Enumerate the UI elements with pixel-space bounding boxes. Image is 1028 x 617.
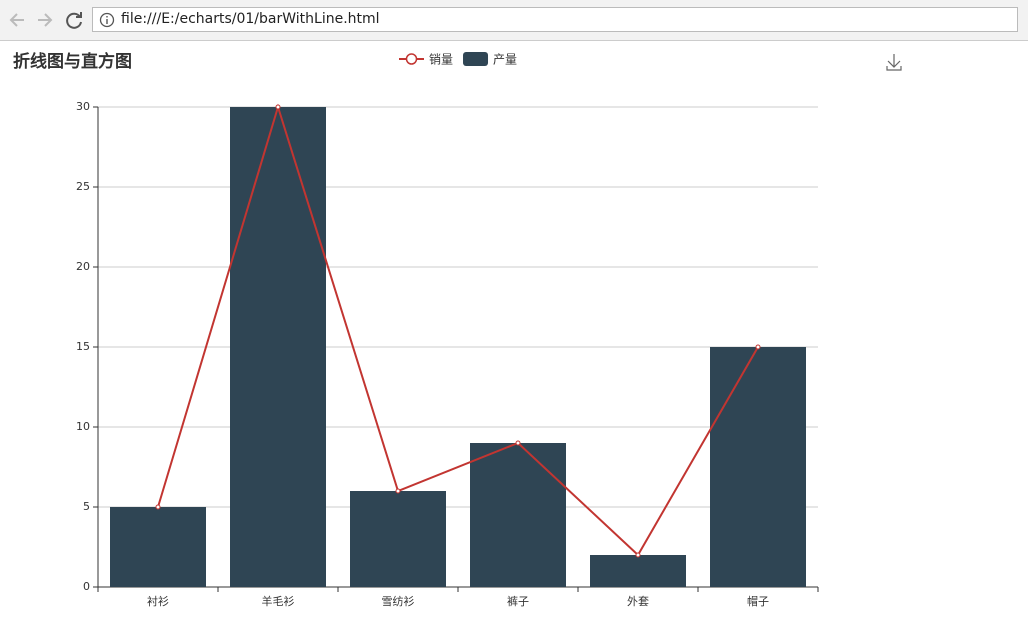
x-tick-label: 衬衫 bbox=[147, 595, 169, 608]
bar bbox=[110, 507, 206, 587]
x-tick-label: 外套 bbox=[627, 595, 649, 608]
chart: 折线图与直方图 0 5 10 15 20 25 30 衬衫 羊毛衫 雪纺衫 裤子 外套 帽子 销量 产量 bbox=[13, 51, 902, 608]
url: file:///E:/echarts/01/barWithLine.html bbox=[121, 11, 380, 27]
line bbox=[157, 103, 759, 557]
browser-toolbar: file:///E:/echarts/01/barWithLine.html bbox=[0, 0, 1028, 41]
bar bbox=[710, 347, 806, 587]
legend-label[interactable]: 销量 bbox=[429, 53, 453, 67]
y-tick-label: 20 bbox=[76, 260, 90, 273]
y-tick-label: 0 bbox=[83, 580, 90, 593]
x-tick-label: 羊毛衫 bbox=[262, 594, 295, 608]
bar bbox=[230, 107, 326, 587]
legend-symbol[interactable] bbox=[405, 53, 418, 65]
bar bbox=[470, 443, 566, 587]
point bbox=[635, 552, 641, 558]
bar bbox=[350, 491, 446, 587]
y-tick-label: 25 bbox=[76, 180, 90, 193]
chart-title: 折线图与直方图 bbox=[13, 51, 132, 72]
nav-buttons bbox=[9, 12, 82, 29]
y-tick-label: 10 bbox=[76, 420, 90, 433]
y-tick-label: 5 bbox=[83, 500, 90, 513]
y-tick-label: 30 bbox=[76, 100, 90, 113]
forward-button[interactable] bbox=[38, 13, 53, 27]
point bbox=[395, 488, 401, 494]
reload-button[interactable] bbox=[66, 12, 82, 29]
bar bbox=[590, 555, 686, 587]
point bbox=[515, 440, 521, 446]
y-tick-label: 15 bbox=[76, 340, 90, 353]
back-button[interactable] bbox=[9, 13, 24, 27]
address-bar[interactable]: file:///E:/echarts/01/barWithLine.html bbox=[92, 7, 1018, 32]
x-tick-label: 帽子 bbox=[747, 595, 769, 608]
x-tick-label: 裤子 bbox=[507, 594, 529, 608]
point bbox=[275, 104, 281, 110]
legend-label[interactable]: 产量 bbox=[493, 53, 517, 67]
download-icon[interactable] bbox=[886, 54, 902, 71]
info-icon[interactable] bbox=[99, 12, 115, 28]
point bbox=[755, 344, 761, 350]
legend-symbol[interactable] bbox=[463, 52, 489, 66]
point bbox=[155, 504, 161, 510]
x-tick-label: 雪纺衫 bbox=[382, 594, 415, 608]
